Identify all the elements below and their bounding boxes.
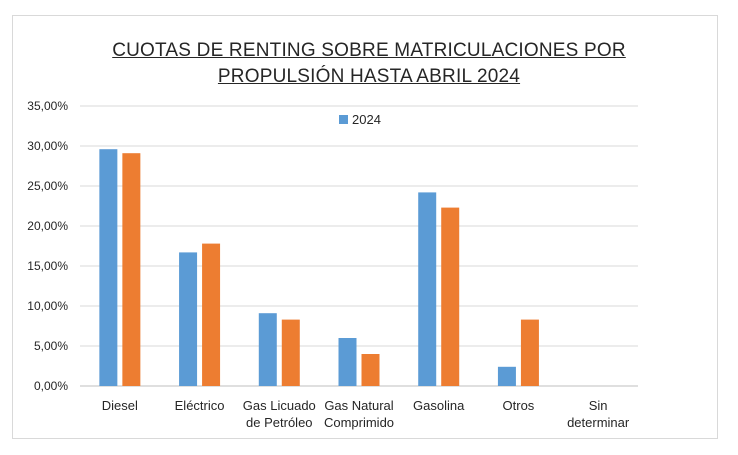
x-category-label: Gas Natural bbox=[324, 398, 393, 413]
x-category-label: de Petróleo bbox=[246, 415, 313, 430]
y-tick-label: 10,00% bbox=[27, 299, 68, 313]
x-category-label: determinar bbox=[567, 415, 630, 430]
chart-title-line-1: CUOTAS DE RENTING SOBRE MATRICULACIONES … bbox=[112, 40, 626, 61]
bar-series-2 bbox=[441, 207, 460, 386]
y-tick-label: 0,00% bbox=[34, 379, 68, 393]
y-tick-label: 35,00% bbox=[27, 99, 68, 113]
bar-series-1 bbox=[179, 252, 198, 386]
x-category-label: Gas Licuado bbox=[243, 398, 316, 413]
x-category-label: Otros bbox=[503, 398, 535, 413]
x-category-label: Eléctrico bbox=[175, 398, 225, 413]
x-category-label: Comprimido bbox=[324, 415, 394, 430]
bar-series-2 bbox=[122, 153, 141, 386]
bar-series-1 bbox=[258, 313, 277, 386]
legend-swatch bbox=[339, 115, 348, 124]
bar-series-2 bbox=[202, 243, 221, 386]
y-tick-label: 25,00% bbox=[27, 179, 68, 193]
x-category-label: Sin bbox=[589, 398, 608, 413]
bar-series-1 bbox=[418, 192, 437, 386]
y-tick-label: 20,00% bbox=[27, 219, 68, 233]
legend-label: 2024 bbox=[352, 112, 381, 127]
y-tick-label: 15,00% bbox=[27, 259, 68, 273]
bar-series-2 bbox=[520, 319, 539, 386]
bar-series-1 bbox=[99, 149, 118, 386]
bar-series-2 bbox=[361, 354, 380, 386]
y-tick-label: 30,00% bbox=[27, 139, 68, 153]
bar-series-1 bbox=[497, 366, 516, 386]
x-category-label: Gasolina bbox=[413, 398, 465, 413]
y-tick-label: 5,00% bbox=[34, 339, 68, 353]
chart-title: CUOTAS DE RENTING SOBRE MATRICULACIONES … bbox=[0, 38, 738, 90]
chart-title-line-2: PROPULSIÓN HASTA ABRIL 2024 bbox=[217, 66, 521, 87]
x-category-label: Diesel bbox=[102, 398, 138, 413]
bar-series-2 bbox=[281, 319, 300, 386]
bar-series-1 bbox=[338, 338, 357, 386]
